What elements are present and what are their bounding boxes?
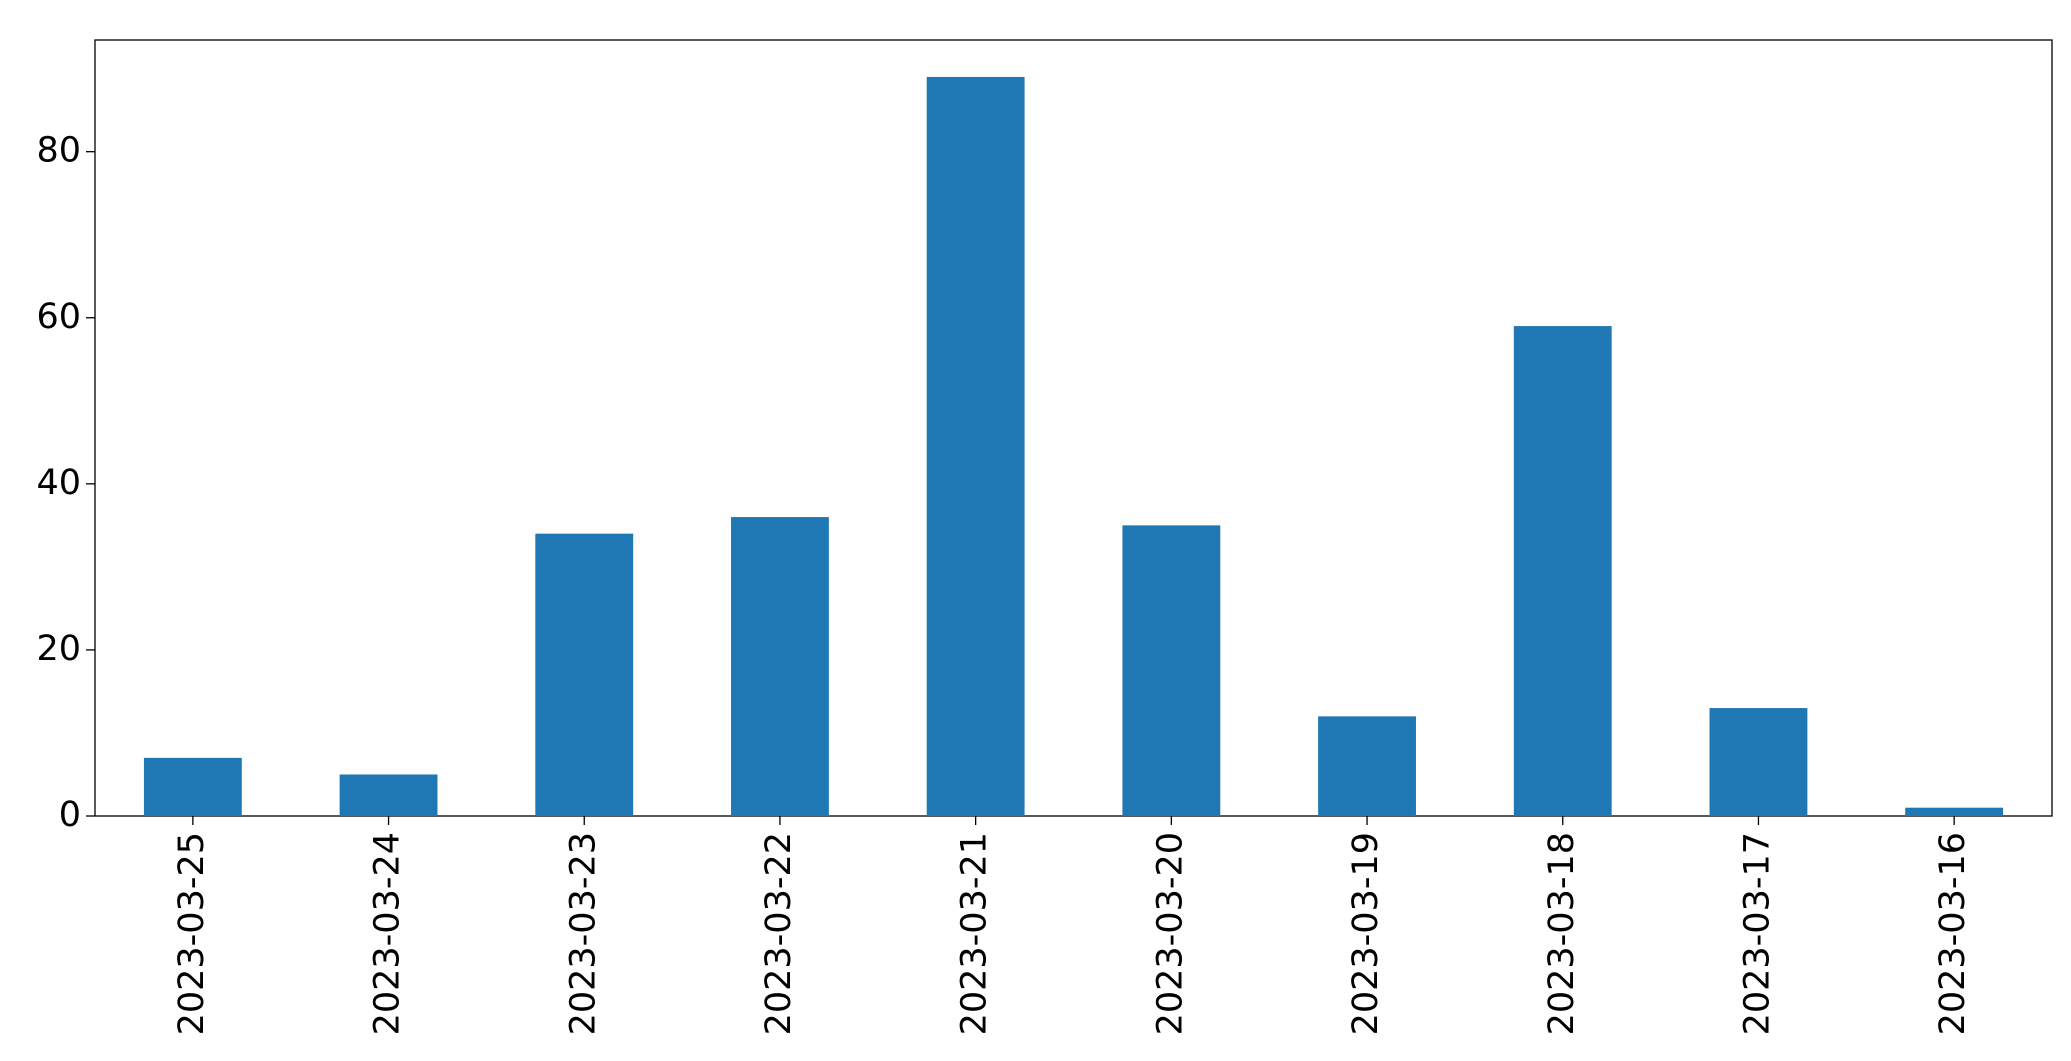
bar bbox=[731, 517, 829, 816]
x-tick-label: 2023-03-20 bbox=[1150, 832, 1190, 1035]
bar bbox=[1905, 807, 2004, 816]
x-tick-label: 2023-03-24 bbox=[368, 832, 408, 1035]
bar bbox=[926, 76, 1025, 816]
x-tick-label: 2023-03-16 bbox=[1933, 832, 1973, 1035]
y-tick-label: 80 bbox=[36, 131, 81, 171]
x-tick-label: 2023-03-17 bbox=[1737, 832, 1777, 1035]
bar bbox=[1318, 716, 1416, 816]
x-tick-label: 2023-03-23 bbox=[563, 832, 603, 1035]
x-tick-label: 2023-03-25 bbox=[172, 832, 212, 1035]
plot-frame bbox=[94, 39, 2053, 817]
x-tick-label: 2023-03-22 bbox=[759, 832, 799, 1035]
x-tick-label: 2023-03-18 bbox=[1542, 832, 1582, 1035]
x-tick-label: 2023-03-19 bbox=[1346, 832, 1386, 1035]
bar bbox=[535, 533, 634, 816]
y-tick-label: 20 bbox=[36, 629, 81, 669]
bar bbox=[1709, 708, 1808, 816]
y-tick-label: 40 bbox=[36, 463, 81, 503]
bar bbox=[339, 774, 438, 816]
x-tick-label: 2023-03-21 bbox=[955, 832, 995, 1035]
y-tick-label: 0 bbox=[59, 795, 81, 835]
y-tick-label: 60 bbox=[36, 297, 81, 337]
bar bbox=[143, 757, 242, 816]
bar bbox=[1122, 525, 1221, 816]
bar bbox=[1513, 326, 1612, 816]
